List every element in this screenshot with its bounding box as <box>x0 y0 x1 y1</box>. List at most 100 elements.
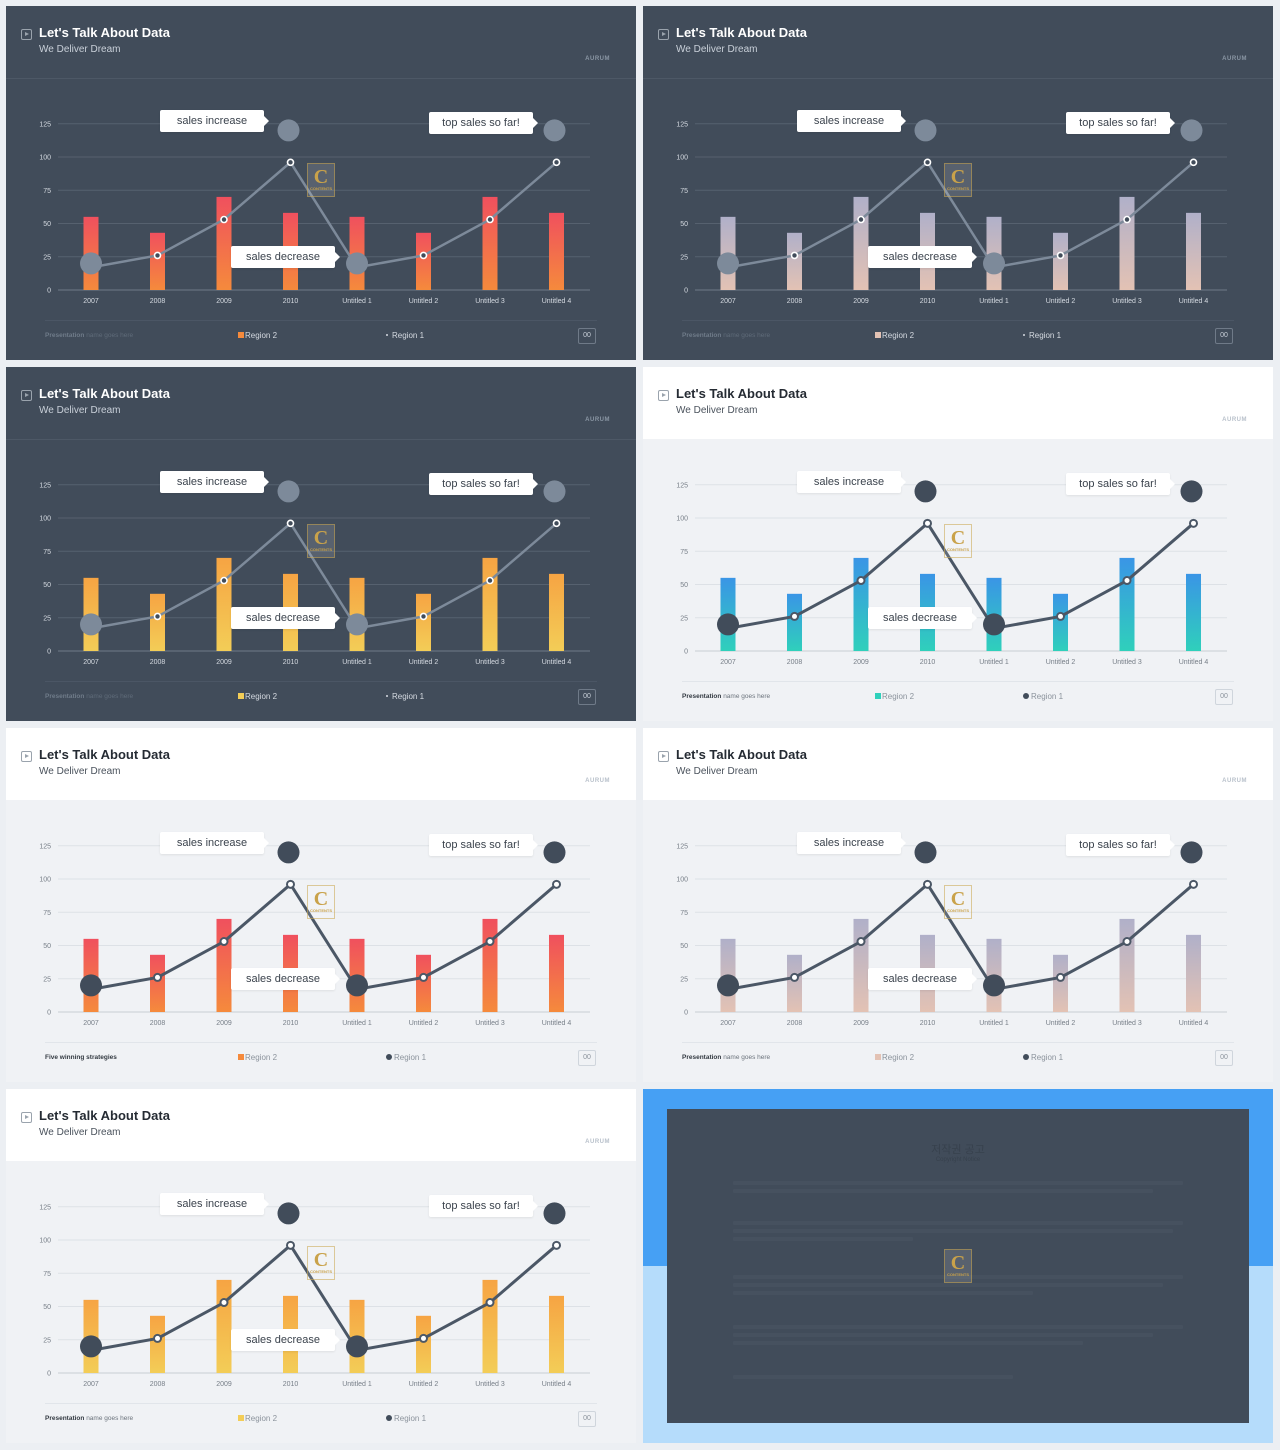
legend-region-2: Region 2 <box>238 692 277 701</box>
play-icon <box>658 751 669 762</box>
line-point <box>856 937 866 947</box>
slide-subtitle: We Deliver Dream <box>676 766 758 777</box>
line-point <box>419 612 428 621</box>
page-number: 00 <box>1215 689 1233 705</box>
legend-region-2: Region 2 <box>875 331 914 340</box>
x-tick-label: Untitled 2 <box>409 1381 439 1388</box>
logo-letter: C <box>950 527 966 549</box>
callout-top-sales: top sales so far! <box>1066 473 1175 495</box>
y-tick-label: 0 <box>684 288 688 295</box>
bar-region-2 <box>549 1295 564 1373</box>
x-tick-label: 2010 <box>283 659 299 666</box>
legend-dot <box>386 695 388 697</box>
y-tick-label: 125 <box>39 843 51 850</box>
legend-region-1: Region 1 <box>386 1053 426 1062</box>
watermark-logo: C CONTENTS <box>307 885 335 919</box>
y-tick-label: 0 <box>684 649 688 656</box>
marker-circle <box>1180 119 1203 142</box>
marker-circle <box>914 119 937 142</box>
notice-title: 저작권 공고 <box>931 1144 985 1156</box>
play-icon <box>658 29 669 40</box>
footer-text: Presentation name goes here <box>45 332 133 339</box>
x-tick-label: Untitled 1 <box>979 1020 1009 1027</box>
notice-text-line <box>733 1341 1083 1345</box>
line-point <box>552 158 561 167</box>
footer-bold: Presentation <box>682 332 722 339</box>
page-number: 00 <box>578 1411 596 1427</box>
callout-top-sales: top sales so far! <box>429 112 538 134</box>
chart-slide: Let's Talk About Data We Deliver Dream A… <box>643 6 1273 360</box>
x-tick-label: Untitled 2 <box>1046 659 1076 666</box>
chart-plot: 0 25 50 75 100 125 2007 2008 2009 2010 Untitled 1 U… <box>676 119 1227 305</box>
y-tick-label: 75 <box>43 1271 51 1278</box>
y-tick-label: 50 <box>680 582 688 589</box>
notice-text-line <box>733 1291 1033 1295</box>
slide-title: Let's Talk About Data <box>39 1108 170 1123</box>
y-tick-label: 75 <box>680 549 688 556</box>
logo-text: CONTENTS <box>947 1272 969 1277</box>
bar-region-2 <box>416 954 431 1012</box>
footer-bold: Presentation <box>682 1054 722 1061</box>
logo-text: CONTENTS <box>947 908 969 913</box>
x-tick-label: 2009 <box>853 298 869 305</box>
line-point <box>856 576 866 586</box>
footer-text: Presentation name goes here <box>682 693 770 700</box>
bar-region-2 <box>216 918 232 1012</box>
legend-label: Region 1 <box>1031 692 1064 701</box>
x-tick-label: 2007 <box>83 1381 99 1388</box>
bar-region-2 <box>150 1315 165 1373</box>
line-region-1 <box>90 160 558 269</box>
x-tick-label: Untitled 3 <box>1112 1020 1142 1027</box>
marker-circle <box>717 974 739 997</box>
logo-text: CONTENTS <box>310 1269 332 1274</box>
play-icon <box>21 390 32 401</box>
bar-region-2 <box>1186 573 1201 651</box>
play-icon <box>658 390 669 401</box>
y-tick-label: 100 <box>39 516 51 523</box>
marker-circle <box>346 252 368 275</box>
y-tick-label: 50 <box>680 221 688 228</box>
slide-subtitle: We Deliver Dream <box>676 44 758 55</box>
chart-plot: 0 25 50 75 100 125 2007 2008 2009 2010 Untitled 1 U… <box>676 480 1227 666</box>
callout-sales-increase: sales increase <box>160 471 269 493</box>
page-number: 00 <box>1215 328 1233 344</box>
notice-text-line <box>733 1275 1183 1279</box>
legend-swatch <box>238 693 244 699</box>
line-point <box>153 1333 162 1343</box>
chart-slide: Let's Talk About Data We Deliver Dream A… <box>6 6 636 360</box>
footer-bold: Presentation <box>45 1415 85 1422</box>
y-tick-label: 50 <box>43 943 51 950</box>
legend-label: Region 2 <box>245 1053 278 1062</box>
bar-region-2 <box>482 918 498 1012</box>
marker-circle <box>277 480 300 503</box>
footer-rest: name goes here <box>723 693 771 700</box>
chart-plot: 0 25 50 75 100 125 2007 2008 2009 2010 Untitled 1 U… <box>39 1202 590 1388</box>
line-point <box>419 1333 428 1343</box>
y-tick-label: 0 <box>47 1010 51 1017</box>
line-region-1 <box>90 1243 558 1353</box>
logo-text: CONTENTS <box>310 186 332 191</box>
x-tick-label: 2009 <box>216 1020 232 1027</box>
copyright-notice-slide: 저작권 공고 Copyright Notice C CONTENTS <box>643 1089 1273 1443</box>
page-number: 00 <box>1215 1050 1233 1066</box>
x-tick-label: 2007 <box>720 659 736 666</box>
bar-region-2 <box>216 557 232 651</box>
play-icon <box>21 1112 32 1123</box>
legend-dot <box>386 1054 392 1060</box>
legend-label: Region 2 <box>882 331 915 340</box>
legend-dot <box>1023 334 1025 336</box>
y-tick-label: 75 <box>680 910 688 917</box>
chart-slide: Let's Talk About Data We Deliver Dream A… <box>6 367 636 721</box>
x-tick-label: 2008 <box>150 659 166 666</box>
watermark-logo: C CONTENTS <box>944 163 972 197</box>
x-tick-label: 2010 <box>283 298 299 305</box>
footer-rest: name goes here <box>86 332 134 339</box>
page-number: 00 <box>578 689 596 705</box>
y-tick-label: 125 <box>39 1204 51 1211</box>
legend-dot <box>386 1415 392 1421</box>
x-tick-label: Untitled 3 <box>1112 298 1142 305</box>
legend-label: Region 1 <box>1029 331 1062 340</box>
bar-region-2 <box>1119 557 1135 651</box>
legend-region-2: Region 2 <box>238 1414 277 1423</box>
slide-subtitle: We Deliver Dream <box>39 405 121 416</box>
